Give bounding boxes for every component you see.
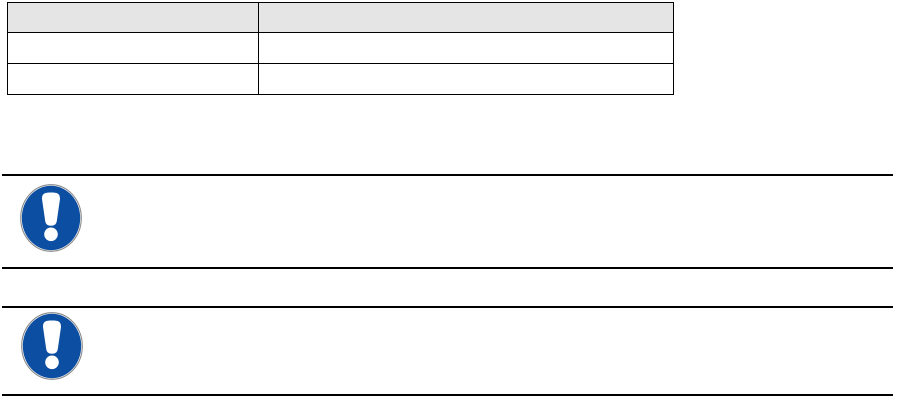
notice-block [20,184,893,254]
horizontal-rule [2,306,893,308]
notice-text [101,312,893,316]
horizontal-rule [2,267,893,269]
exclamation-bar [43,320,61,354]
icon-outline [20,184,82,252]
horizontal-rule [2,394,893,396]
exclamation-dot [45,355,59,370]
table-cell [7,32,259,64]
mandatory-exclamation-icon [21,312,83,380]
table-cell [258,32,674,64]
table-header-row [7,2,674,33]
table-cell [7,63,259,95]
table-header-cell [7,2,259,33]
icon-outline [21,312,83,380]
table-row [7,32,674,64]
horizontal-rule [2,174,893,176]
table-row [7,63,674,95]
exclamation-dot [44,227,58,242]
table-cell [258,63,674,95]
exclamation-bar [42,192,60,226]
notice-block [20,312,893,382]
spec-table [7,2,674,95]
notice-text [100,184,893,188]
table-header-cell [258,2,674,33]
mandatory-exclamation-icon [20,184,82,252]
